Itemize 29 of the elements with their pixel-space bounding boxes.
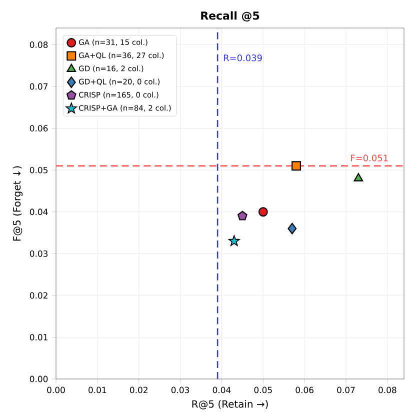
point xyxy=(238,210,248,220)
point xyxy=(292,161,302,171)
point xyxy=(228,235,240,246)
y-tick-label: 0.07 xyxy=(30,83,48,90)
point xyxy=(288,222,297,234)
y-tick-label: 0.03 xyxy=(30,250,48,257)
y-tick-label: 0.08 xyxy=(30,42,48,48)
point xyxy=(258,207,268,217)
x-tick-label: 0.04 xyxy=(212,386,231,394)
ref-line-label: F=0.051 xyxy=(351,154,388,162)
point xyxy=(354,173,364,182)
chart-title: Recall @5 xyxy=(201,11,260,22)
x-tick-label: 0.07 xyxy=(337,386,355,394)
x-tick-label: 0.02 xyxy=(130,386,148,394)
y-tick-label: 0.00 xyxy=(30,376,48,382)
y-tick-label: 0.05 xyxy=(30,166,48,174)
y-tick-label: 0.02 xyxy=(30,292,48,299)
x-tick-label: 0.08 xyxy=(378,386,396,394)
y-tick-label: 0.04 xyxy=(30,208,48,216)
y-tick-label: 0.01 xyxy=(30,334,48,340)
x-tick-label: 0.06 xyxy=(296,386,314,394)
x-tick-label: 0.01 xyxy=(88,386,106,394)
x-tick-label: 0.05 xyxy=(254,386,272,394)
x-axis-title: R@5 (Retain →) xyxy=(192,400,268,410)
y-tick-label: 0.06 xyxy=(30,125,48,132)
ref-line-label: R=0.039 xyxy=(224,54,262,62)
x-tick-label: 0.00 xyxy=(47,386,65,394)
y-axis-title: F@5 (Forget ↓) xyxy=(12,166,23,241)
x-tick-label: 0.03 xyxy=(171,386,190,394)
